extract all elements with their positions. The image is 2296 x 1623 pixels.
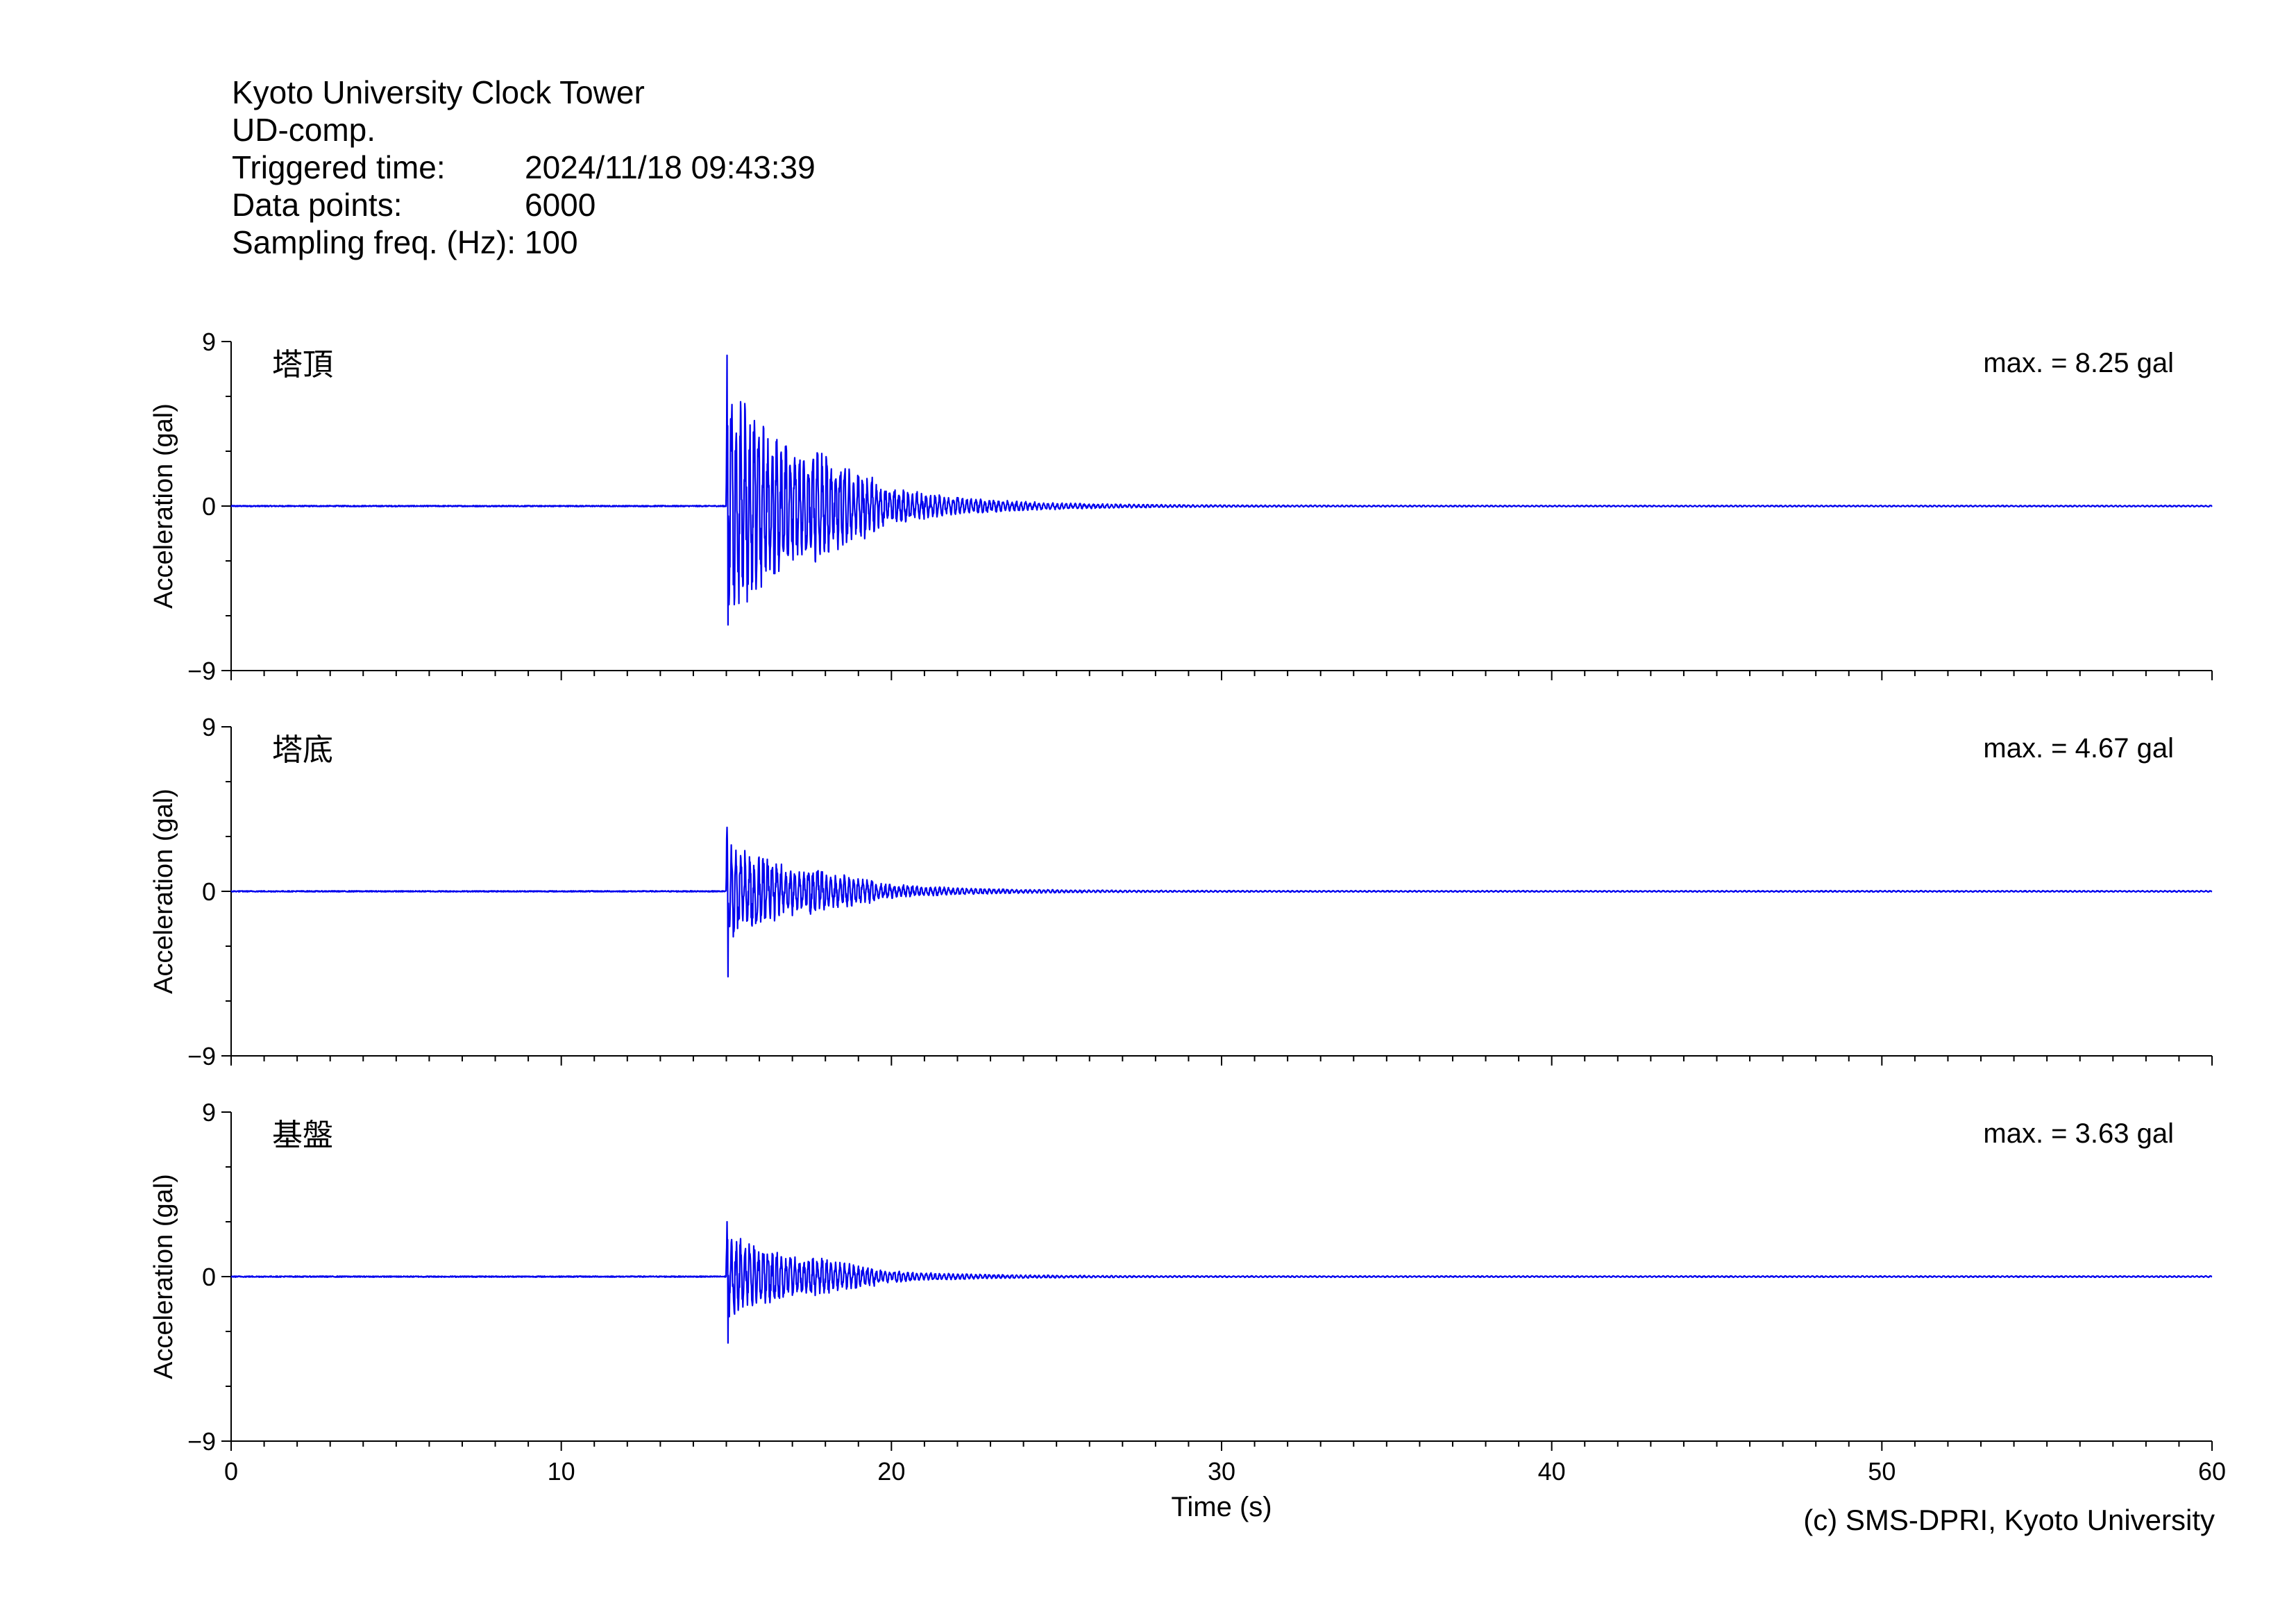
triggered-time-label: Triggered time:: [232, 149, 446, 185]
component-label: UD-comp.: [232, 112, 376, 148]
y-tick-label: 9: [202, 1098, 216, 1127]
x-tick-label: 60: [2198, 1457, 2226, 1486]
data-points-row: Data points: 6000: [232, 186, 816, 224]
data-points-label: Data points:: [232, 187, 403, 223]
panel-name: 基盤: [272, 1118, 333, 1152]
waveform-trace: [230, 1220, 2213, 1344]
x-tick-label: 20: [877, 1457, 905, 1486]
station-name: Kyoto University Clock Tower: [232, 74, 645, 110]
triggered-time-value: 2024/11/18 09:43:39: [525, 149, 816, 185]
header-info: Kyoto University Clock Tower UD-comp. Tr…: [232, 74, 816, 261]
sampling-freq-value: 100: [524, 224, 578, 260]
max-label: max. = 8.25 gal: [1983, 348, 2174, 378]
waveform-trace: [230, 826, 2213, 978]
y-axis-label: Acceleration (gal): [149, 1174, 178, 1379]
x-tick-label: 10: [548, 1457, 575, 1486]
data-points-value: 6000: [525, 187, 596, 223]
panel-name: 塔頂: [272, 348, 333, 382]
y-tick-label: −9: [187, 1042, 216, 1070]
panel-1: 9 0 −9 Acceleration (gal) 塔頂 max. = 8.25 gal: [149, 328, 2213, 685]
triggered-time-row: Triggered time: 2024/11/18 09:43:39: [232, 149, 816, 186]
y-tick-label: 9: [202, 713, 216, 741]
y-tick-label: −9: [187, 1427, 216, 1456]
panel-2: 9 0 −9 Acceleration (gal) 塔底 max. = 4.67 gal: [149, 713, 2213, 1070]
sampling-freq-row: Sampling freq. (Hz): 100: [232, 224, 816, 261]
y-tick-label: 0: [202, 877, 216, 906]
y-axis-label: Acceleration (gal): [149, 789, 178, 994]
x-tick-label: 50: [1868, 1457, 1896, 1486]
y-tick-label: 0: [202, 1263, 216, 1291]
copyright-credit: (c) SMS-DPRI, Kyoto University: [1803, 1504, 2215, 1536]
x-tick-label: 30: [1208, 1457, 1235, 1486]
max-label: max. = 3.63 gal: [1983, 1118, 2174, 1149]
x-axis-label: Time (s): [1171, 1492, 1272, 1522]
panel-3: 9 0 −9 Acceleration (gal) 基盤 max. = 3.63 gal: [149, 1098, 2213, 1456]
max-label: max. = 4.67 gal: [1983, 733, 2174, 764]
panel-name: 塔底: [272, 733, 333, 767]
y-tick-label: 9: [202, 328, 216, 356]
y-tick-label: −9: [187, 657, 216, 685]
x-tick-label: 0: [224, 1457, 238, 1486]
waveform-trace: [230, 354, 2213, 626]
sampling-freq-label: Sampling freq. (Hz):: [232, 224, 516, 260]
x-tick-label: 40: [1538, 1457, 1566, 1486]
y-tick-label: 0: [202, 492, 216, 521]
y-axis-label: Acceleration (gal): [149, 403, 178, 609]
